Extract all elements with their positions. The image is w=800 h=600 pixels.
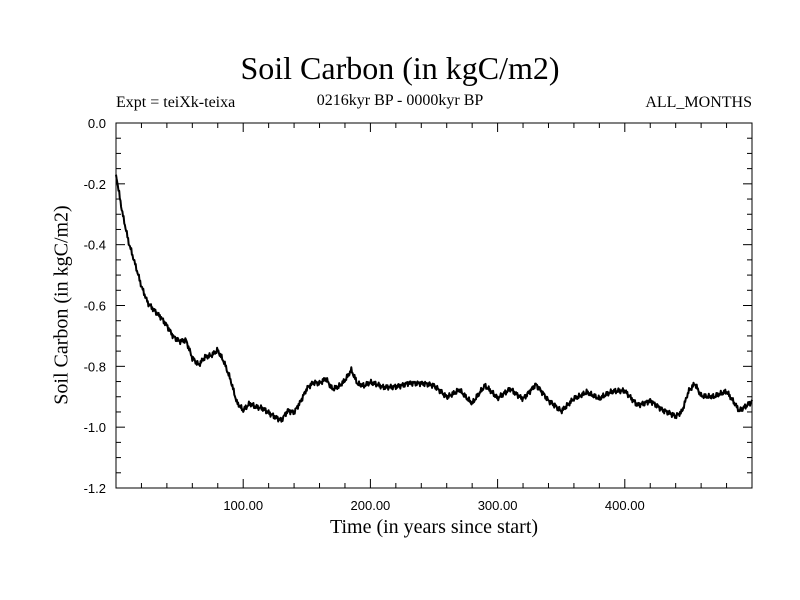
y-tick-label: -0.6 (84, 299, 106, 314)
y-tick-label: -1.2 (84, 481, 106, 496)
axis-ticks (116, 122, 752, 489)
y-tick-label: -0.2 (84, 177, 106, 192)
plot-frame (115, 122, 753, 489)
x-axis-label: Time (in years since start) (329, 516, 539, 538)
chart-subtitle: 0216kyr BP - 0000kyr BP (316, 92, 484, 109)
y-tick-label: -0.8 (84, 359, 106, 374)
axis-tick-labels: 100.00 200.00 300.00 400.00 0.0 -0.2 -0.4 -0.6 -… (84, 116, 645, 513)
x-tick-label: 300.00 (478, 498, 518, 513)
series-line (115, 174, 753, 423)
chart-title: Soil Carbon (in kgC/m2) (240, 50, 560, 86)
y-tick-label: -1.0 (84, 420, 106, 435)
x-tick-label: 200.00 (351, 498, 391, 513)
x-tick-label: 400.00 (605, 498, 645, 513)
y-tick-label: 0.0 (88, 116, 106, 131)
x-tick-label: 100.00 (223, 498, 263, 513)
experiment-label: Expt = teiXk-teixa (116, 94, 236, 111)
y-tick-label: -0.4 (84, 238, 106, 253)
months-label: ALL_MONTHS (645, 94, 752, 111)
